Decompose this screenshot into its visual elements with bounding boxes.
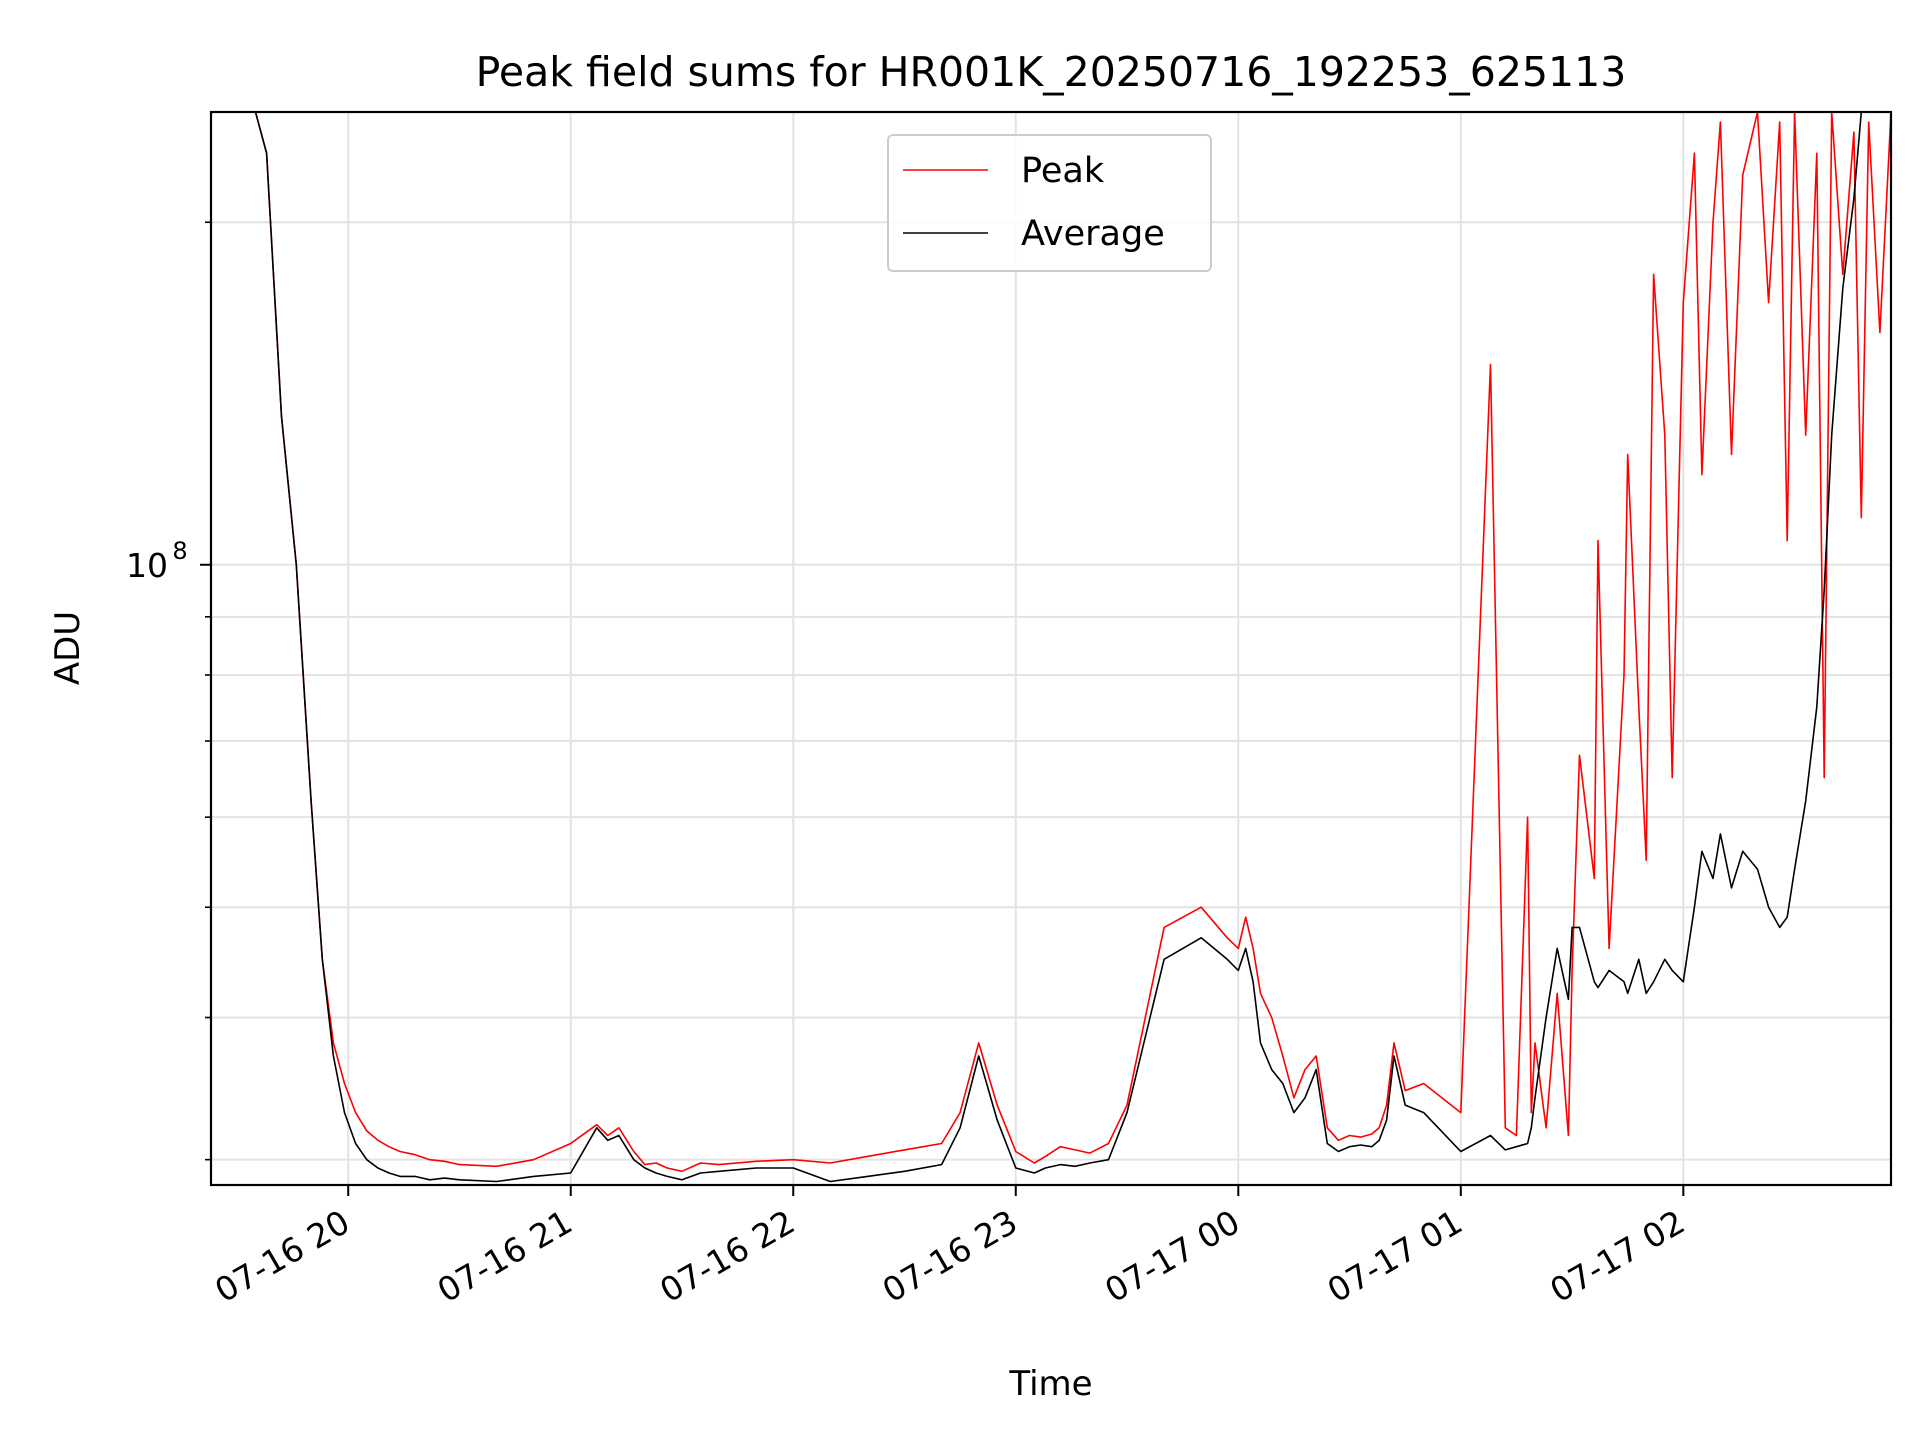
legend-label-peak: Peak — [1021, 151, 1105, 191]
series-lines — [211, 112, 1891, 1183]
chart-title: Peak field sums for HR001K_20250716_1922… — [476, 48, 1627, 96]
y-axis-ticks: 10 8 — [126, 221, 211, 1161]
legend-label-average: Average — [1021, 214, 1165, 254]
y-axis-label: ADU — [48, 611, 88, 685]
legend-box — [887, 134, 1212, 272]
plot-frame — [209, 110, 1893, 1187]
series-line-average — [211, 112, 1891, 1183]
legend: Peak Average — [887, 134, 1212, 272]
y-tick-label: 10 — [126, 546, 168, 585]
y-tick-exponent: 8 — [172, 537, 187, 565]
series-line-peak — [211, 112, 1891, 1173]
x-axis-label: Time — [1008, 1364, 1092, 1404]
